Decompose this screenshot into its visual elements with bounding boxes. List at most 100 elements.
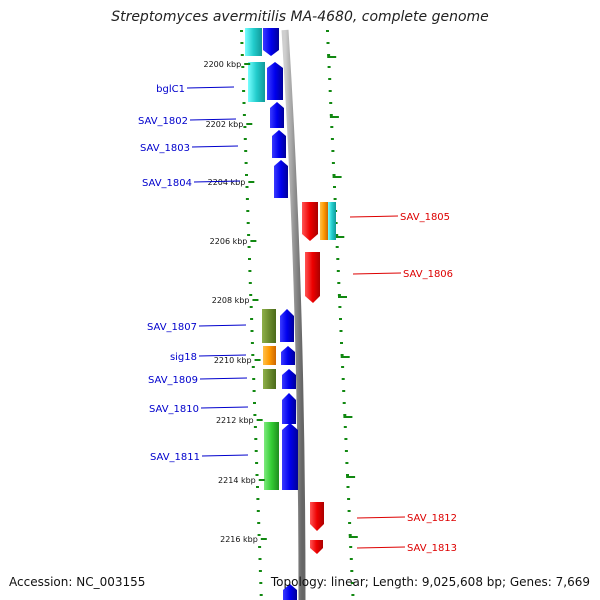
gene-label-sav_1810: SAV_1810 xyxy=(149,404,199,415)
track-dot xyxy=(250,342,254,344)
track-dot xyxy=(326,42,330,44)
track-dot xyxy=(333,186,336,188)
track-dot xyxy=(332,174,336,176)
genome-backbone xyxy=(281,29,306,600)
track-dot xyxy=(247,234,251,236)
track-dot xyxy=(242,102,246,104)
tick-mark xyxy=(244,63,251,65)
track-dash xyxy=(340,356,350,358)
gene-sav1811 xyxy=(282,423,298,490)
track-dot xyxy=(246,210,250,212)
leader-line xyxy=(201,454,249,457)
tick-mark xyxy=(254,359,261,361)
track-dot xyxy=(350,582,354,584)
track-dot xyxy=(341,378,345,380)
track-dot xyxy=(241,78,245,80)
leader-line xyxy=(356,546,406,549)
track-dot xyxy=(253,414,257,416)
leader-line xyxy=(189,118,237,121)
gene-arrow-bottom xyxy=(283,584,297,600)
gene-sav1804 xyxy=(274,160,288,198)
track-dot xyxy=(243,138,247,140)
gene-label-sav_1805: SAV_1805 xyxy=(400,212,450,223)
track-dot xyxy=(246,222,250,224)
track-dot xyxy=(250,318,254,320)
tick-mark xyxy=(258,479,265,481)
track-dot xyxy=(328,78,332,80)
gene-sig18-orange xyxy=(263,346,276,365)
track-dot xyxy=(331,150,335,152)
track-dot xyxy=(249,294,253,296)
gene-sav1803 xyxy=(272,130,286,158)
track-dot xyxy=(338,306,342,308)
tick-mark xyxy=(252,299,259,301)
track-dot xyxy=(344,450,348,452)
track-dot xyxy=(253,402,256,404)
gene-label-sav_1809: SAV_1809 xyxy=(148,375,198,386)
track-dot xyxy=(250,330,254,332)
track-dot xyxy=(256,486,259,488)
accession-label: Accession: NC_003155 xyxy=(9,575,146,589)
track-dot xyxy=(349,546,353,548)
track-dot xyxy=(252,378,256,380)
track-dash xyxy=(335,236,345,238)
track-dash xyxy=(346,476,356,478)
forward-gene-labels: bglC1 SAV_1802 SAV_1803 SAV_1804 SAV_1807sig… xyxy=(138,84,249,463)
leader-line xyxy=(352,272,402,275)
gene-sav1809 xyxy=(282,369,296,389)
tick-label: 2210 kbp xyxy=(214,356,252,365)
tick-mark xyxy=(256,419,263,421)
gene-sav1812 xyxy=(310,502,324,531)
track-dot xyxy=(248,270,252,272)
gene-bglc1-cyan xyxy=(248,62,265,102)
gene-label-sav_1806: SAV_1806 xyxy=(403,269,453,280)
track-dot xyxy=(255,474,259,476)
track-dot xyxy=(248,258,251,260)
tick-mark xyxy=(246,123,253,125)
track-dash xyxy=(338,296,347,298)
leader-line xyxy=(191,145,239,148)
gene-label-sav_1812: SAV_1812 xyxy=(407,513,457,524)
track-dot xyxy=(339,318,342,320)
track-dot xyxy=(251,354,255,356)
genome-summary: Topology: linear; Length: 9,025,608 bp; … xyxy=(270,575,590,589)
track-dot xyxy=(251,366,255,368)
leader-line xyxy=(198,354,247,357)
track-dot xyxy=(335,246,339,248)
track-dot xyxy=(254,438,258,440)
track-dot xyxy=(337,294,341,296)
track-dot xyxy=(240,42,244,44)
track-dot xyxy=(334,222,338,224)
leader-line xyxy=(349,215,399,218)
gene-sav1810 xyxy=(282,393,296,424)
track-dot xyxy=(244,150,248,152)
gene-arrow-top xyxy=(263,28,279,56)
track-dot xyxy=(343,426,347,428)
gene-label-sav_1813: SAV_1813 xyxy=(407,543,457,554)
track-dot xyxy=(248,282,252,284)
track-dot xyxy=(348,534,352,536)
track-dot xyxy=(344,438,348,440)
left-tick-track xyxy=(240,30,263,596)
gene-sav1813 xyxy=(310,540,323,554)
track-dot xyxy=(249,306,253,308)
leader-line xyxy=(199,377,248,380)
track-dot xyxy=(252,390,256,392)
track-dot xyxy=(341,366,345,368)
track-dot xyxy=(349,558,353,560)
gene-sav1809-olive xyxy=(263,369,276,389)
tick-label: 2216 kbp xyxy=(220,535,258,544)
tick-label: 2202 kbp xyxy=(206,120,244,129)
gene-label-sav_1802: SAV_1802 xyxy=(138,116,188,127)
track-dot xyxy=(329,102,333,104)
gene-label-sav_1803: SAV_1803 xyxy=(140,143,190,154)
track-dot xyxy=(336,258,340,260)
track-dot xyxy=(327,54,331,56)
gene-sav1807-olive xyxy=(262,309,276,343)
track-dot xyxy=(330,138,334,140)
tick-label: 2212 kbp xyxy=(216,416,254,425)
tick-label: 2206 kbp xyxy=(210,237,248,246)
tick-label: 2214 kbp xyxy=(218,476,256,485)
gene-cyan-top xyxy=(245,28,262,56)
track-dot xyxy=(333,198,337,200)
